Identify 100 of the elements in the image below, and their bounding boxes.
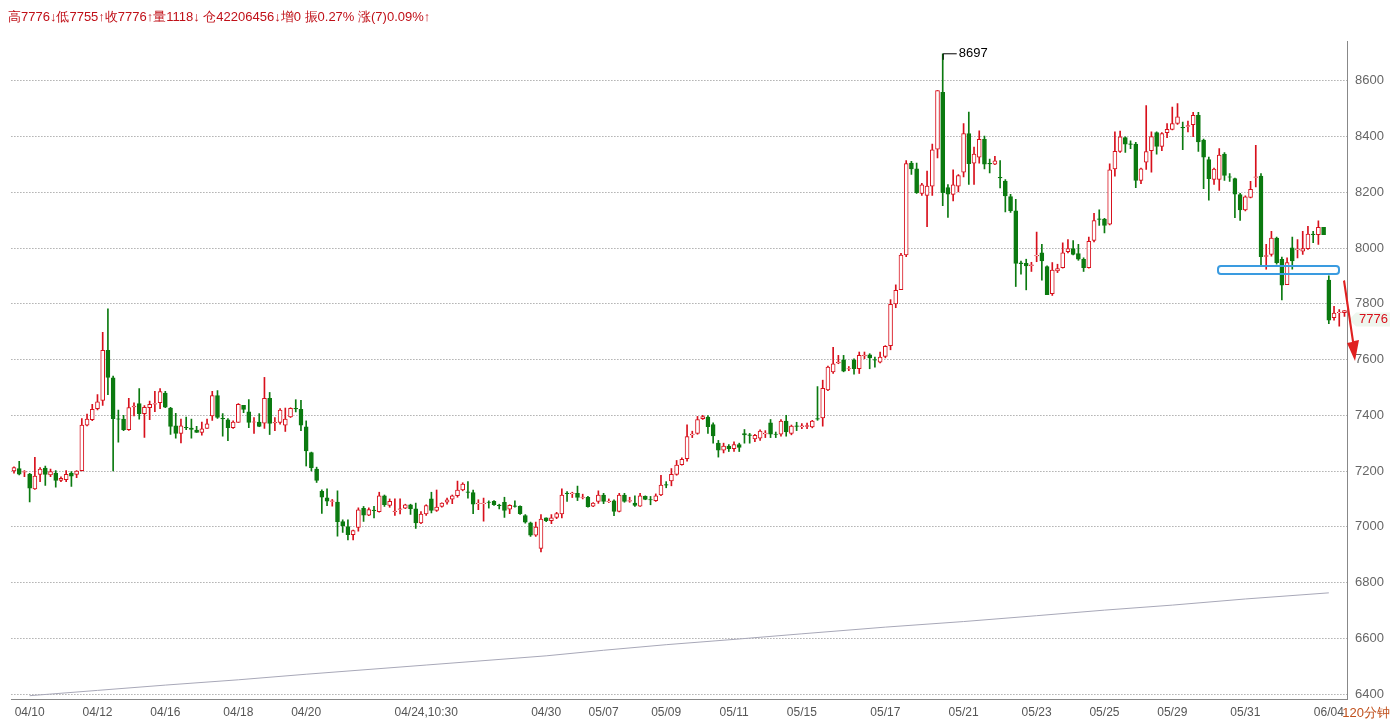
candlestick: [1034, 231, 1039, 263]
candlestick: [799, 423, 805, 430]
candlestick: [1201, 138, 1206, 190]
candlestick: [982, 135, 987, 170]
candlestick: [1143, 105, 1149, 170]
x-tick-label: 04/30: [531, 705, 562, 720]
x-tick-label: 05/21: [948, 705, 979, 720]
candlestick: [27, 472, 32, 503]
candlestick: [956, 174, 961, 193]
candlestick: [997, 160, 1003, 189]
candlestick: [867, 353, 873, 370]
candlestick: [371, 506, 377, 519]
candlestick: [1269, 231, 1274, 257]
candlestick: [392, 498, 398, 516]
candlestick: [434, 489, 439, 512]
candlestick: [1076, 244, 1081, 261]
x-tick-label: 04/16: [150, 705, 181, 720]
x-tick-label: 05/09: [651, 705, 682, 720]
candlestick: [1023, 258, 1029, 291]
candlestick: [914, 162, 919, 194]
candlestick: [1123, 136, 1128, 153]
x-tick-label: 04/12: [82, 705, 113, 720]
x-tick-label: 05/11: [719, 705, 749, 720]
candlestick: [742, 429, 747, 444]
candlestick: [215, 390, 220, 419]
y-tick-label: 6600: [1355, 629, 1384, 645]
candlestick: [189, 418, 194, 439]
candlestick: [1274, 236, 1279, 265]
x-tick-label: 05/29: [1157, 705, 1188, 720]
chart-title: 高7776↓低7755↑收7776↑量1118↓ 仓42206456↓增0 振0.27% 涨(7)0.09%↑: [8, 8, 432, 26]
x-tick-label: 05/17: [870, 705, 901, 720]
candlestick: [1180, 121, 1186, 150]
candlestick: [48, 468, 53, 477]
candlestick: [293, 399, 299, 413]
candlestick: [95, 394, 100, 411]
candlestick: [42, 465, 48, 486]
candlestick: [361, 506, 366, 522]
candlestick: [288, 407, 293, 418]
candlestick: [387, 498, 392, 508]
candlestick: [481, 497, 486, 522]
candlestick: [935, 90, 940, 159]
candlestick: [1316, 220, 1321, 245]
candlestick: [1321, 227, 1326, 236]
candlestick: [674, 460, 679, 476]
candlestick: [267, 392, 272, 435]
candlestick: [131, 402, 137, 417]
candlestick: [601, 493, 606, 504]
y-tick-label: 7200: [1355, 462, 1384, 478]
candlestick: [408, 503, 413, 515]
candlestick: [987, 158, 993, 174]
candlestick: [1149, 131, 1154, 173]
candlestick: [507, 504, 512, 515]
candlestick: [241, 404, 246, 414]
candlestick: [147, 400, 152, 421]
candlestick: [528, 521, 533, 537]
candlestick: [309, 451, 314, 472]
candlestick: [168, 406, 173, 435]
candlestick: [1102, 217, 1107, 234]
candlestick: [909, 161, 914, 175]
candlestick: [236, 403, 241, 423]
candlestick: [1243, 195, 1248, 212]
candlestick: [502, 496, 507, 518]
text: 7776: [1359, 311, 1388, 327]
candlestick: [695, 416, 700, 435]
candlestick: [382, 494, 387, 507]
candlestick: [74, 470, 79, 479]
candlestick: [183, 416, 189, 431]
x-tick-label: 04/10: [14, 705, 45, 720]
candlestick: [1154, 131, 1159, 155]
candlestick: [1055, 263, 1060, 273]
candlestick: [569, 491, 575, 498]
candlestick: [1196, 111, 1201, 152]
x-tick-label: 04/24,10:30: [394, 705, 459, 720]
y-tick-label: 8200: [1355, 183, 1384, 199]
candlestick: [554, 511, 559, 520]
y-tick-label: 7000: [1355, 518, 1384, 534]
y-tick-label: 8400: [1355, 128, 1384, 144]
y-tick-label: 7400: [1355, 406, 1384, 422]
candlestick: [335, 490, 340, 537]
candlestick: [768, 419, 773, 438]
candlestick: [1342, 310, 1347, 317]
candlestick: [1300, 231, 1306, 255]
candlestick: [1081, 257, 1086, 272]
candlestick: [1107, 163, 1113, 226]
candlestick: [262, 377, 267, 429]
candlestick: [642, 495, 648, 501]
x-tick-label: 05/23: [1021, 705, 1052, 720]
y-tick-label: 6800: [1355, 574, 1384, 590]
candlestick: [575, 485, 580, 501]
y-tick-label: 6400: [1355, 685, 1384, 701]
x-tick-label: 04/20: [291, 705, 322, 720]
x-tick-label: 04/18: [223, 705, 254, 720]
candlestick: [1222, 152, 1227, 181]
candlestick: [522, 514, 528, 524]
candlestick: [121, 414, 126, 431]
candlestick: [1018, 260, 1024, 275]
y-tick-label: 7800: [1355, 295, 1384, 311]
candlestick: [841, 355, 846, 373]
y-tick-label: 8600: [1355, 72, 1384, 88]
candlestick: [476, 499, 481, 511]
